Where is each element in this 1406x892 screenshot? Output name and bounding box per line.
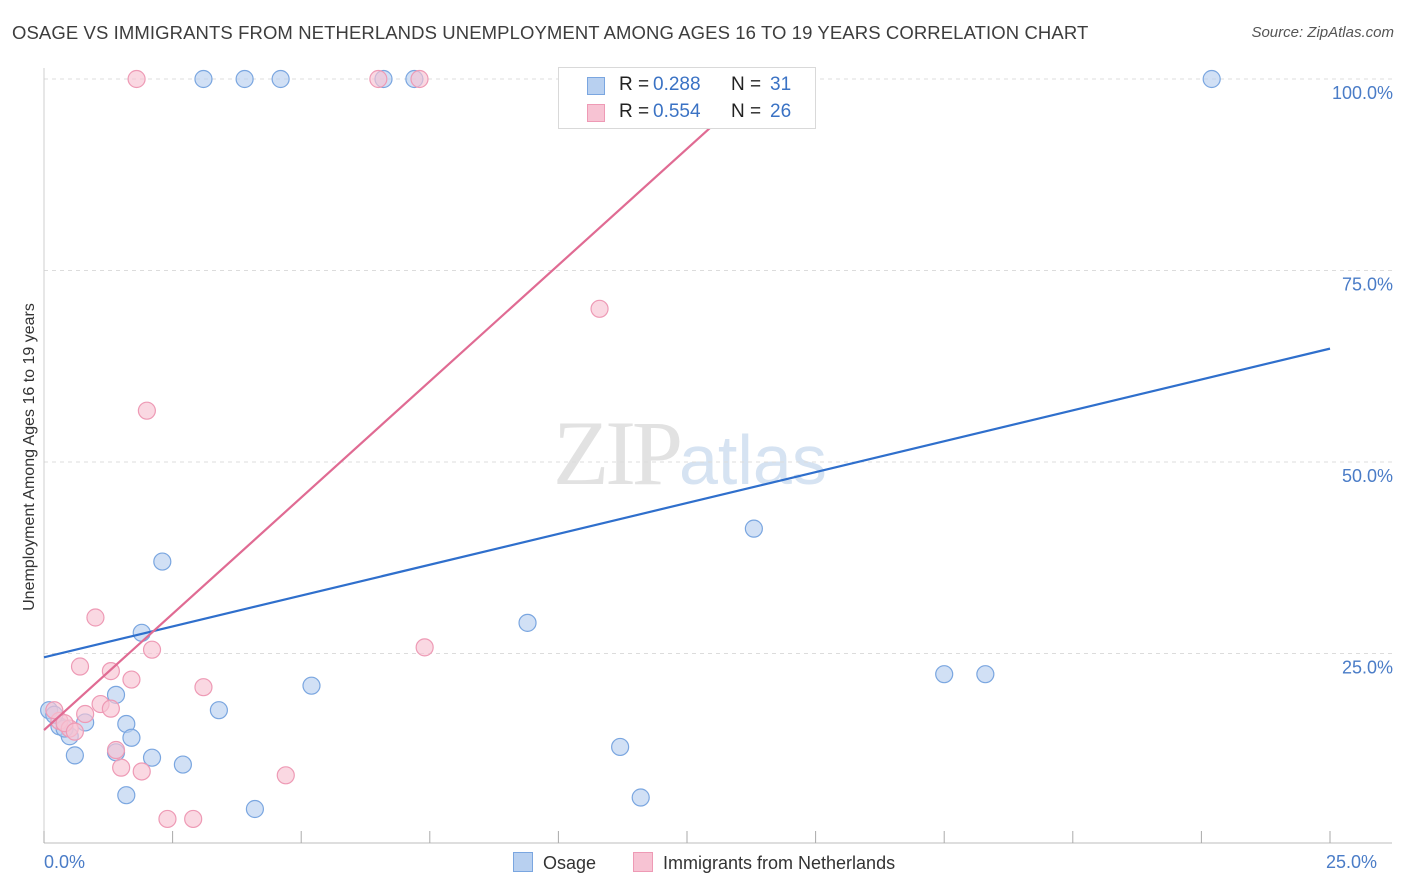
netherlands-point	[194, 678, 213, 697]
x-tick-label-min: 0.0%	[44, 852, 86, 872]
netherlands-point	[86, 608, 105, 627]
chart-title: OSAGE VS IMMIGRANTS FROM NETHERLANDS UNE…	[12, 22, 1089, 43]
netherlands-trend-line	[43, 78, 765, 731]
y-tick-label: 25.0%	[1342, 658, 1393, 678]
netherlands-point	[101, 699, 120, 718]
osage-trend-line	[43, 347, 1331, 659]
netherlands-point	[76, 704, 95, 724]
netherlands-point	[127, 69, 146, 89]
y-tick-label: 100.0%	[1332, 83, 1393, 103]
osage-point	[271, 69, 290, 89]
x-tick-label-max: 25.0%	[1326, 852, 1378, 872]
bottom-legend-netherlands: Immigrants from Netherlands	[633, 852, 895, 874]
osage-point	[1202, 69, 1221, 89]
osage-point	[302, 676, 321, 695]
watermark-zip: ZIP	[553, 402, 683, 504]
netherlands-point	[369, 69, 388, 89]
legend-r-label: R =	[619, 101, 650, 122]
osage-point	[245, 799, 265, 819]
netherlands-point	[276, 766, 295, 785]
osage-point	[744, 519, 763, 538]
osage-point	[153, 552, 172, 571]
legend-n-label: N =	[731, 101, 762, 122]
netherlands-point	[122, 670, 141, 689]
osage-point	[935, 665, 954, 684]
legend-r-value: 0.288	[653, 74, 701, 95]
osage-point	[631, 788, 650, 807]
osage-point	[194, 69, 213, 89]
osage-swatch	[587, 77, 605, 95]
osage-point	[122, 728, 141, 747]
netherlands-point	[45, 701, 64, 720]
series-name-osage: Osage	[543, 853, 597, 873]
netherlands-swatch	[633, 852, 653, 872]
bottom-legend-osage: Osage	[513, 852, 596, 874]
netherlands-point	[137, 401, 156, 420]
netherlands-point	[106, 740, 126, 760]
osage-point	[209, 701, 228, 720]
netherlands-point	[184, 809, 203, 829]
osage-swatch	[513, 852, 533, 872]
netherlands-point	[410, 69, 429, 89]
netherlands-point	[158, 809, 177, 829]
legend-n-value: 26	[770, 101, 792, 122]
y-tick-label: 75.0%	[1342, 275, 1393, 295]
osage-point	[117, 786, 136, 805]
osage-point	[518, 613, 537, 632]
source-label: Source: ZipAtlas.com	[1251, 24, 1394, 41]
netherlands-point	[65, 722, 84, 741]
netherlands-point	[70, 657, 90, 676]
y-tick-label: 50.0%	[1342, 466, 1393, 486]
legend-r-label: R =	[619, 74, 650, 95]
osage-point	[611, 737, 630, 757]
legend-n-value: 31	[770, 74, 792, 95]
correlation-legend: R = 0.288 N = 31 R = 0.554 N = 26	[558, 67, 816, 129]
legend-r-value: 0.554	[653, 101, 701, 122]
netherlands-point	[112, 758, 131, 777]
netherlands-point	[142, 640, 162, 659]
osage-point	[65, 746, 84, 765]
osage-point	[235, 69, 254, 89]
osage-point	[173, 755, 192, 774]
netherlands-point	[590, 299, 609, 318]
osage-point	[976, 665, 995, 684]
netherlands-point	[132, 762, 151, 781]
netherlands-swatch	[587, 104, 605, 122]
osage-point	[142, 748, 162, 767]
watermark-atlas: atlas	[679, 421, 827, 499]
legend-n-label: N =	[731, 74, 762, 95]
series-name-netherlands: Immigrants from Netherlands	[663, 853, 896, 873]
y-axis-label: Unemployment Among Ages 16 to 19 years	[21, 303, 38, 611]
netherlands-point	[415, 638, 434, 657]
watermark: ZIPatlas	[553, 400, 827, 506]
